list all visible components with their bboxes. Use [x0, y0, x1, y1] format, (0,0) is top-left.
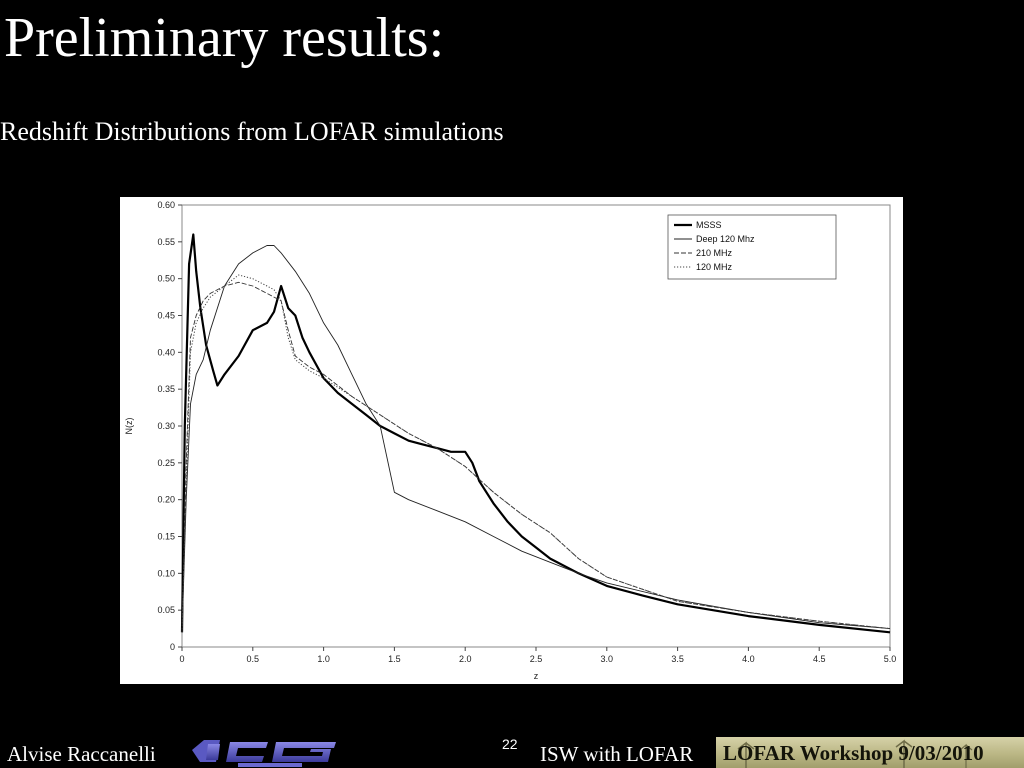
x-tick-label: 0 — [179, 654, 184, 664]
x-tick-label: 4.5 — [813, 654, 826, 664]
series-line-1 — [181, 245, 891, 633]
antenna-field-icon — [737, 739, 973, 768]
series-lines — [180, 233, 891, 634]
y-tick-label: 0.20 — [157, 495, 175, 505]
legend-box — [667, 214, 837, 280]
y-tick-label: 0.40 — [157, 347, 175, 357]
footer-workshop-banner: LOFAR Workshop 9/03/2010 — [716, 737, 1024, 768]
redshift-chart: 0 0.5 1.0 1.5 2.0 2.5 3.0 3.5 4.0 4.5 5.0 0 0.05 0.10… — [124, 200, 896, 681]
y-tick-label: 0.60 — [157, 200, 175, 210]
footer-author: Alvise Raccanelli — [7, 742, 156, 766]
legend-label-0: MSSS — [696, 220, 722, 230]
series-line-3 — [181, 274, 891, 633]
y-tick-label: 0.10 — [157, 568, 175, 578]
legend-label-2: 210 MHz — [696, 248, 733, 258]
y-tick-label: 0.45 — [157, 311, 175, 321]
x-tick-label: 1.5 — [388, 654, 401, 664]
x-tick-label: 3.5 — [671, 654, 684, 664]
x-tick-label: 3.0 — [601, 654, 614, 664]
y-tick-label: 0.30 — [157, 421, 175, 431]
y-tick-label: 0.55 — [157, 237, 175, 247]
x-axis-label: z — [534, 671, 539, 681]
x-tick-label: 5.0 — [884, 654, 897, 664]
x-tick-label: 1.0 — [317, 654, 330, 664]
chart-panel: 0 0.5 1.0 1.5 2.0 2.5 3.0 3.5 4.0 4.5 5.0 0 0.05 0.10… — [120, 197, 903, 684]
footer-workshop-text: LOFAR Workshop 9/03/2010 — [723, 741, 984, 765]
axes: 0 0.5 1.0 1.5 2.0 2.5 3.0 3.5 4.0 4.5 5.0 0 0.05 0.10… — [124, 200, 896, 681]
slide-subtitle: Redshift Distributions from LOFAR simula… — [0, 117, 504, 146]
y-tick-label: 0.35 — [157, 384, 175, 394]
page-number: 22 — [502, 736, 518, 752]
slide-title: Preliminary results: — [4, 7, 445, 69]
y-axis-label: N(z) — [124, 418, 134, 435]
series-line-2 — [181, 281, 891, 633]
legend-label-1: Deep 120 Mhz — [696, 234, 755, 244]
footer-talk-title: ISW with LOFAR — [540, 742, 694, 766]
legend: MSSS Deep 120 Mhz 210 MHz 120 MHz — [667, 214, 837, 280]
x-tick-label: 2.5 — [530, 654, 543, 664]
x-tick-label: 4.0 — [742, 654, 755, 664]
series-line-0 — [180, 233, 891, 634]
y-tick-label: 0.50 — [157, 274, 175, 284]
y-tick-label: 0.05 — [157, 605, 175, 615]
y-tick-label: 0 — [170, 642, 175, 652]
x-tick-label: 2.0 — [459, 654, 472, 664]
x-tick-label: 0.5 — [247, 654, 260, 664]
legend-label-3: 120 MHz — [696, 262, 733, 272]
y-tick-label: 0.15 — [157, 532, 175, 542]
icg-logo — [192, 740, 336, 767]
y-tick-label: 0.25 — [157, 458, 175, 468]
